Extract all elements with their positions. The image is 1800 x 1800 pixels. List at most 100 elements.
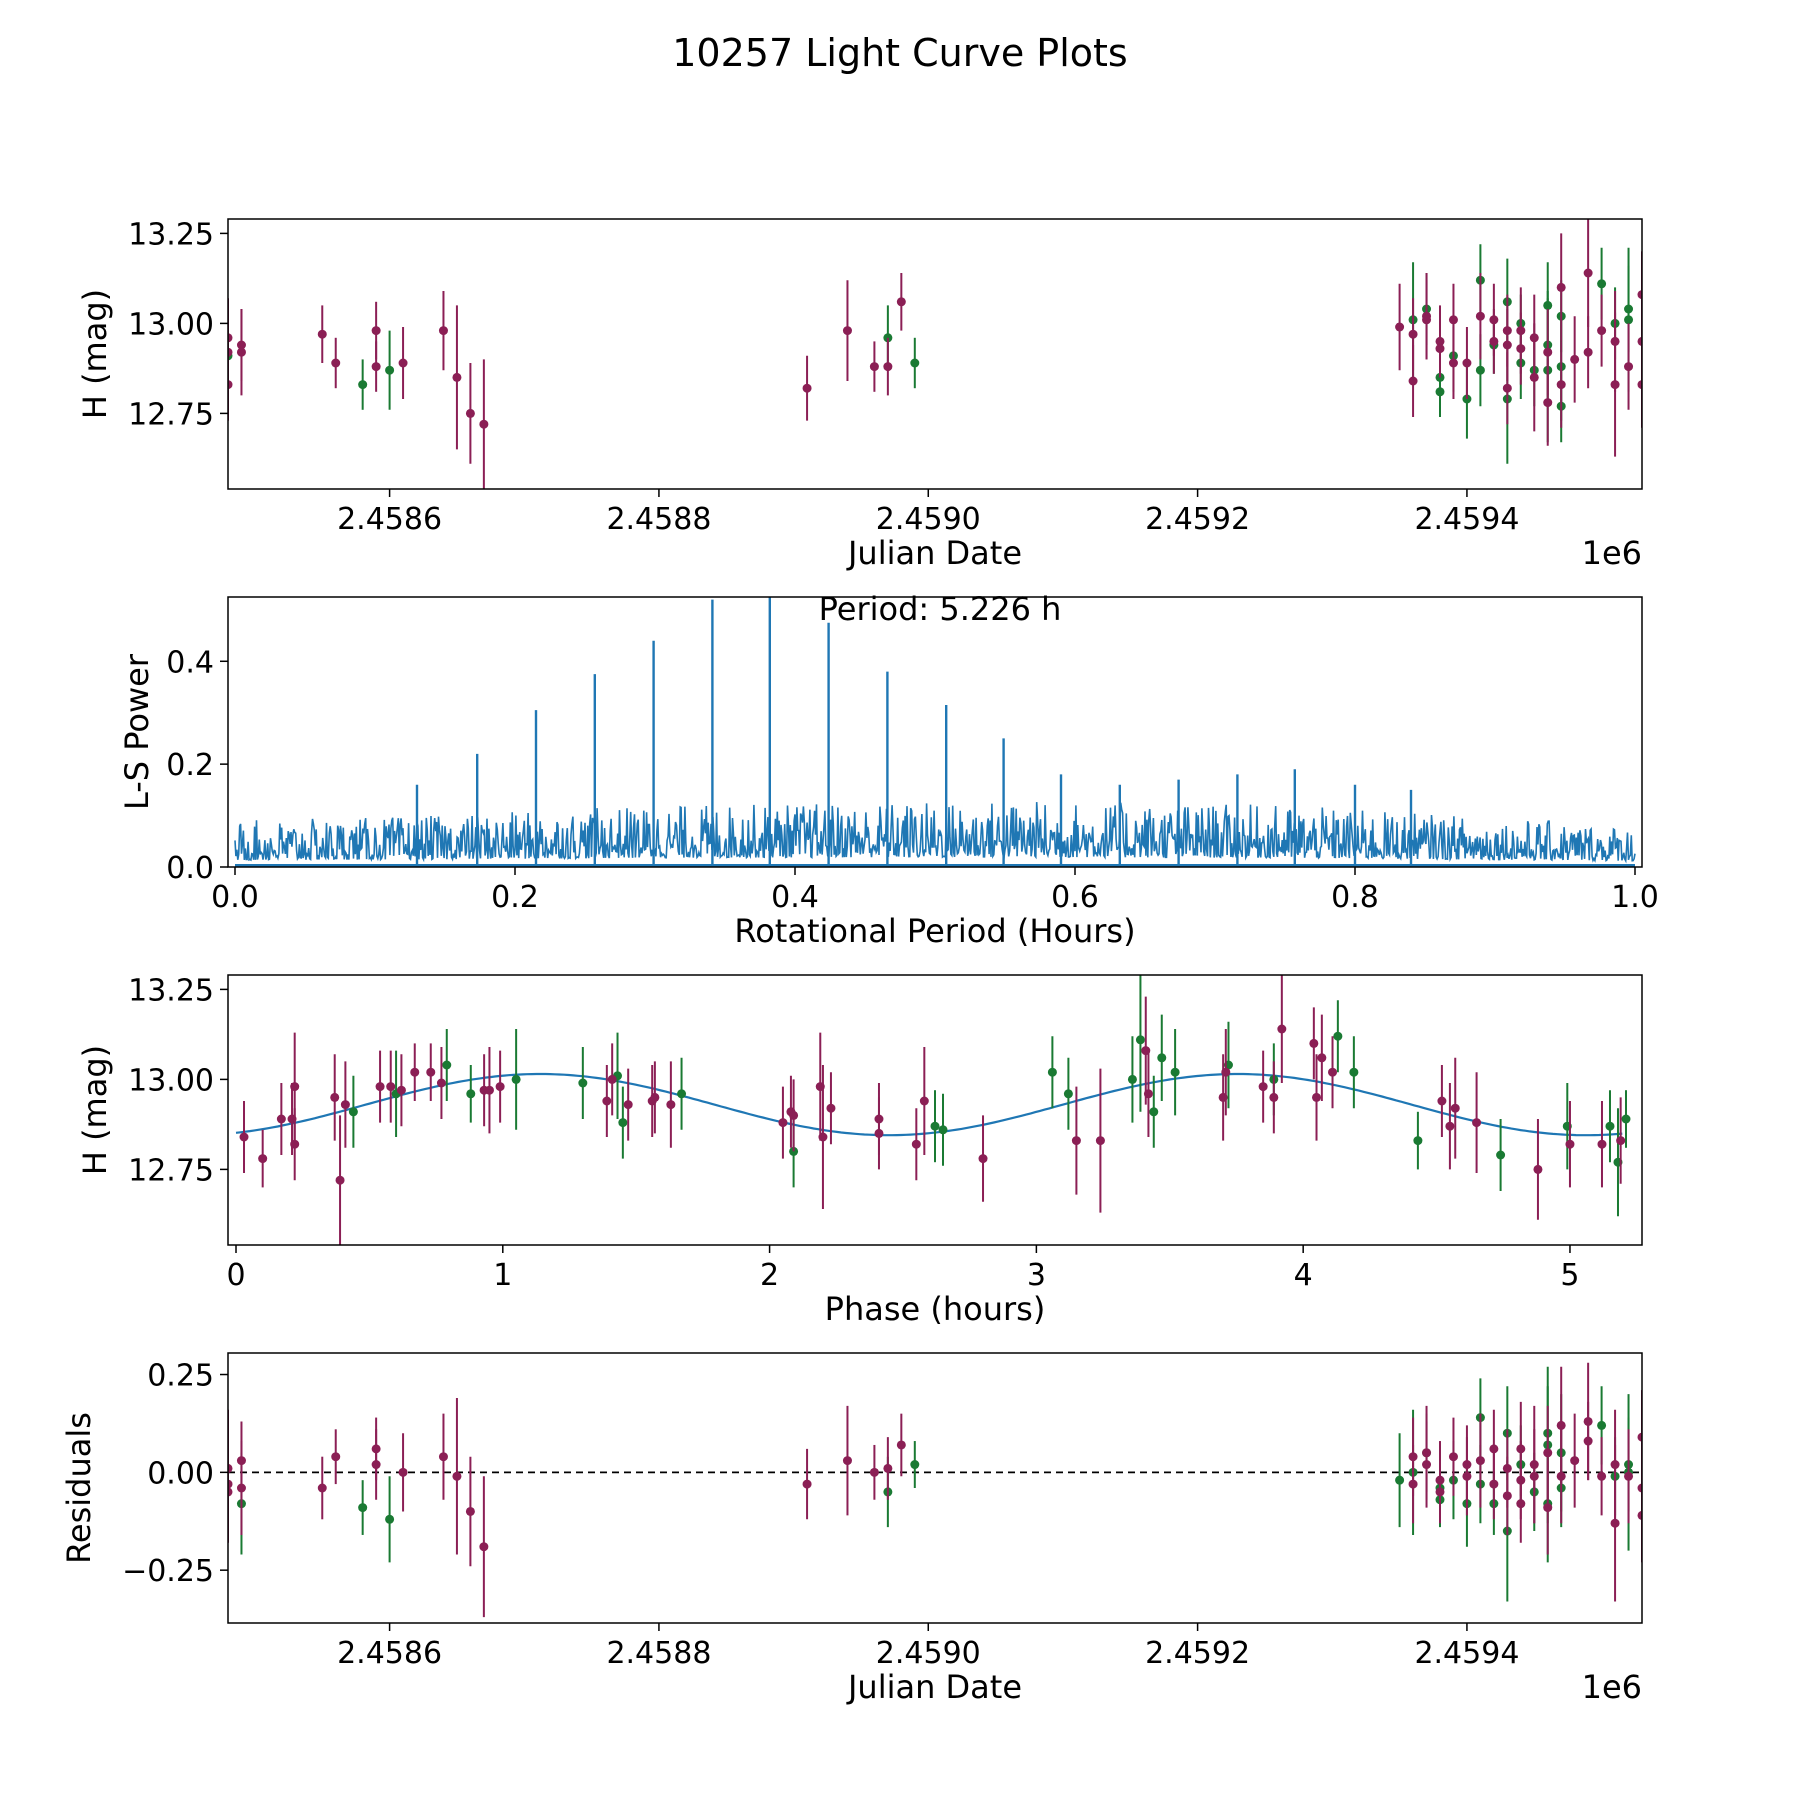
green-data-point (1157, 1053, 1167, 1063)
plot-area (228, 219, 1642, 489)
plot-area (234, 597, 1636, 867)
purple-data-point (869, 1467, 879, 1477)
purple-data-point (438, 326, 448, 336)
green-data-point (1395, 1475, 1405, 1485)
green-data-point (1621, 1114, 1631, 1124)
purple-data-point (1516, 1444, 1526, 1454)
residuals-panel: 2.4586 2.4588 2.4590 2.4592 2.4594 −0.25 0.00 0… (60, 1352, 1643, 1706)
x-axis-label: Phase (hours) (825, 1290, 1046, 1328)
purple-data-point (1489, 1479, 1499, 1489)
purple-data-point (1610, 380, 1620, 390)
green-data-point (1063, 1089, 1073, 1099)
purple-data-point (386, 1082, 396, 1092)
purple-data-point (317, 329, 327, 339)
purple-data-point (1475, 1456, 1485, 1466)
y-tick-label: 13.25 (128, 973, 214, 1008)
y-tick-label: 13.00 (128, 307, 214, 342)
purple-data-point (1309, 1038, 1319, 1048)
purple-data-point (1556, 380, 1566, 390)
purple-data-point (228, 1487, 233, 1497)
purple-data-point (1448, 315, 1458, 325)
purple-data-point (1450, 1103, 1460, 1113)
purple-data-point (375, 1082, 385, 1092)
y-axis-label: L-S Power (118, 653, 156, 810)
purple-data-point (1448, 358, 1458, 368)
x-axis-label: Rotational Period (Hours) (734, 912, 1135, 950)
purple-data-point (1637, 336, 1642, 346)
purple-data-point (1637, 1432, 1642, 1442)
purple-data-point (290, 1139, 300, 1149)
x-tick-label: 0.6 (1051, 880, 1099, 915)
purple-data-point (1422, 1460, 1432, 1470)
purple-data-point (802, 383, 812, 393)
x-tick-label: 4 (1294, 1258, 1313, 1293)
period-annotation: Period: 5.226 h (819, 590, 1062, 628)
axes-frame (227, 1352, 1643, 1624)
purple-data-point (465, 1506, 475, 1516)
purple-data-point (883, 1463, 893, 1473)
purple-data-point (258, 1154, 268, 1164)
purple-data-point (371, 1444, 381, 1454)
purple-data-point (228, 333, 233, 343)
axes-frame (227, 596, 1643, 868)
purple-data-point (1462, 358, 1472, 368)
purple-data-point (826, 1103, 836, 1113)
purple-data-point (452, 372, 462, 382)
purple-data-point (1221, 1067, 1231, 1077)
x-tick-label: 2.4586 (337, 502, 442, 537)
y-tick-label: 13.25 (128, 217, 214, 252)
purple-data-point (239, 1132, 249, 1142)
purple-data-point (1408, 1452, 1418, 1462)
green-data-point (618, 1118, 628, 1128)
green-data-point (1127, 1074, 1137, 1084)
purple-data-point (802, 1479, 812, 1489)
purple-data-point (452, 1471, 462, 1481)
green-data-point (1605, 1121, 1615, 1131)
y-tick-label: 0.25 (147, 1359, 214, 1394)
green-data-point (1413, 1136, 1423, 1146)
purple-data-point (1543, 347, 1553, 357)
green-data-point (910, 1460, 920, 1470)
x-offset-label: 1e6 (1582, 1668, 1642, 1706)
green-data-point (938, 1125, 948, 1135)
purple-data-point (1395, 322, 1405, 332)
x-tick-label: 2.4586 (337, 1636, 442, 1671)
green-data-point (910, 358, 920, 368)
timeseries-panel: 2.4586 2.4588 2.4590 2.4592 2.4594 12.75 13.00… (76, 217, 1643, 572)
green-data-point (1624, 304, 1634, 314)
purple-data-point (330, 1092, 340, 1102)
x-tick-label: 0.0 (211, 880, 259, 915)
purple-data-point (1597, 1471, 1607, 1481)
purple-data-point (1489, 336, 1499, 346)
purple-data-point (438, 1452, 448, 1462)
axes-frame (227, 218, 1643, 490)
green-data-point (1149, 1107, 1159, 1117)
purple-data-point (1556, 1420, 1566, 1430)
purple-data-point (911, 1139, 921, 1149)
x-tick-label: 0.8 (1331, 880, 1379, 915)
x-tick-label: 5 (1560, 1258, 1579, 1293)
purple-data-point (1637, 1483, 1642, 1493)
green-data-point (466, 1089, 476, 1099)
purple-data-point (1502, 383, 1512, 393)
purple-data-point (1071, 1136, 1081, 1146)
purple-data-point (1556, 1471, 1566, 1481)
green-data-point (1543, 300, 1553, 310)
periodogram-panel: Period: 5.226 h 0.0 0.2 0.4 0.6 0.8 1.0 0.0 0.2… (118, 590, 1659, 950)
purple-data-point (371, 362, 381, 372)
purple-data-point (1328, 1067, 1338, 1077)
phase-panel: 0 1 2 3 4 5 12.75 13.00 13.25 Phase (hours) H (mag… (76, 973, 1643, 1328)
x-tick-label: 2.4590 (876, 1636, 981, 1671)
purple-data-point (228, 1479, 233, 1489)
purple-data-point (1529, 333, 1539, 343)
green-data-point (677, 1089, 687, 1099)
purple-data-point (883, 362, 893, 372)
purple-data-point (236, 1483, 246, 1493)
purple-data-point (623, 1100, 633, 1110)
axes-frame (227, 974, 1643, 1246)
purple-data-point (874, 1128, 884, 1138)
purple-data-point (1624, 1471, 1634, 1481)
purple-data-point (919, 1096, 929, 1106)
x-tick-label: 1.0 (1611, 880, 1659, 915)
purple-data-point (317, 1483, 327, 1493)
